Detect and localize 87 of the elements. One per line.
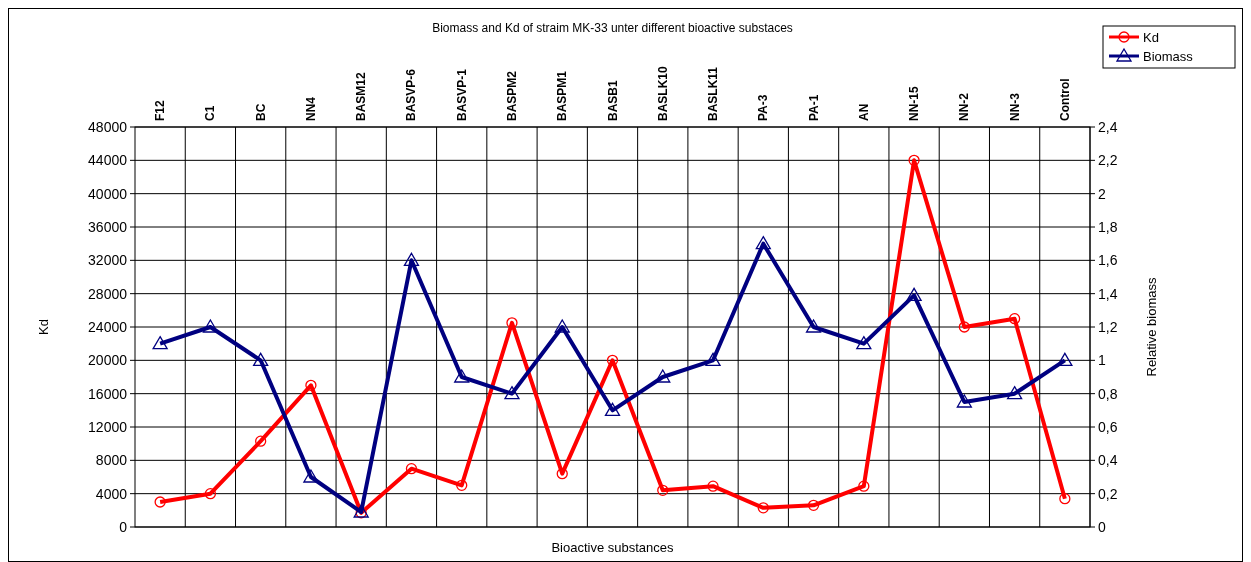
x-tick-label: NN-3	[1007, 92, 1022, 121]
point	[908, 154, 920, 166]
x-tick-label: BASPM2	[504, 70, 519, 121]
y2-tick-label: 0,4	[1098, 452, 1118, 469]
x-tick-label: BASM12	[354, 71, 369, 121]
x-tick-label: BASLK11	[706, 66, 721, 121]
y2-tick-label: 1	[1098, 352, 1106, 369]
point	[958, 321, 970, 333]
chart-title: Biomass and Kd of straim MK-33 unter different bioactive substaces	[432, 21, 793, 35]
y2-tick-label: 1,6	[1098, 252, 1118, 269]
legend-label: Kd	[1143, 30, 1159, 45]
y-tick-label: 16000	[88, 385, 128, 402]
point	[707, 480, 719, 492]
y-tick-label: 0	[119, 519, 128, 535]
y-tick-label: 12000	[88, 419, 128, 435]
x-tick-label: BC	[253, 103, 268, 121]
point	[757, 502, 769, 514]
point	[1008, 313, 1021, 325]
x-tick-label: BASB1	[605, 80, 620, 121]
y2-tick-label: 1,4	[1098, 285, 1118, 302]
x-tick-label: PA-1	[806, 94, 821, 121]
point	[956, 394, 972, 408]
point	[1059, 493, 1071, 505]
y2-tick-label: 1,2	[1098, 319, 1118, 335]
point	[504, 386, 520, 400]
point	[604, 402, 621, 416]
y-tick-label: 24000	[88, 319, 128, 335]
x-tick-label: F12	[153, 100, 168, 121]
point	[253, 352, 269, 366]
x-axis-title: Bioactive substances	[551, 540, 675, 555]
point	[202, 319, 219, 333]
y-axis-title: Kd	[36, 319, 51, 335]
y2-tick-label: 0,2	[1098, 485, 1118, 502]
y2-tick-label: 0,6	[1098, 419, 1118, 435]
point	[1057, 352, 1073, 366]
y2-axis-title: Relative biomass	[1144, 277, 1159, 377]
point	[856, 336, 872, 350]
point	[805, 319, 822, 333]
y-tick-label: 48000	[88, 119, 128, 135]
point	[456, 479, 468, 491]
y-tick-label: 32000	[88, 252, 128, 269]
point	[154, 496, 166, 508]
x-tick-label: AN	[856, 103, 871, 121]
point	[303, 469, 319, 483]
x-tick-label: NN-2	[957, 92, 972, 121]
point	[506, 317, 518, 329]
point	[657, 484, 669, 496]
y-tick-label: 20000	[88, 352, 128, 369]
legend-label: Biomass	[1143, 49, 1194, 64]
y-tick-label: 28000	[88, 285, 128, 302]
y2-tick-label: 0	[1098, 519, 1106, 535]
x-tick-label: Control	[1057, 78, 1072, 121]
point	[305, 379, 317, 391]
point	[705, 352, 721, 366]
point	[655, 369, 671, 383]
point	[1006, 386, 1023, 400]
x-tick-label: PA-3	[756, 94, 771, 121]
x-tick-label: NN-15	[907, 86, 922, 121]
y2-tick-label: 1,8	[1098, 219, 1118, 235]
y2-tick-label: 0,8	[1098, 385, 1118, 402]
x-tick-label: BASPM1	[555, 70, 570, 121]
y-tick-label: 4000	[95, 485, 128, 502]
point	[554, 319, 570, 333]
point	[403, 252, 420, 266]
point	[556, 468, 568, 480]
x-tick-label: BASVP-1	[454, 68, 469, 121]
point	[255, 435, 267, 447]
point	[454, 369, 470, 383]
y-tick-label: 40000	[88, 185, 128, 202]
y-tick-label: 8000	[95, 452, 128, 469]
x-tick-label: BASVP-6	[404, 68, 419, 121]
y-tick-label: 36000	[88, 219, 128, 235]
point	[152, 336, 168, 350]
y2-tick-label: 2,4	[1098, 119, 1118, 135]
point	[858, 480, 870, 492]
point	[906, 287, 922, 301]
y2-tick-label: 2,2	[1098, 152, 1118, 169]
point	[807, 499, 820, 511]
point	[755, 236, 771, 250]
x-tick-label: NN4	[303, 96, 318, 121]
x-tick-label: C1	[203, 105, 218, 121]
point	[606, 354, 619, 366]
y2-tick-label: 2	[1098, 185, 1106, 202]
point	[405, 463, 418, 475]
y-tick-label: 44000	[88, 152, 128, 169]
x-tick-label: BASLK10	[655, 65, 670, 121]
point	[204, 488, 217, 500]
